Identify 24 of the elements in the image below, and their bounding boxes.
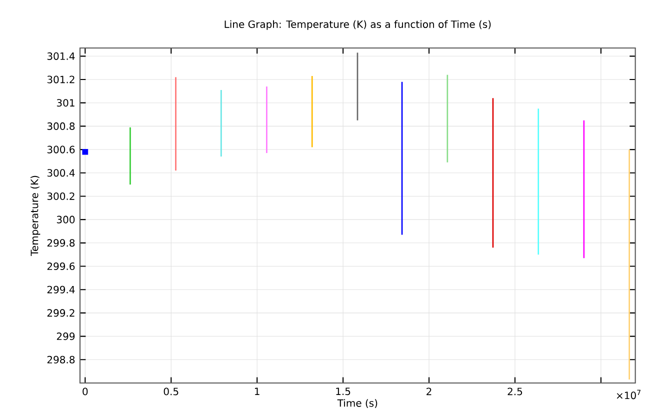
x-tick-label: 2.5 (508, 388, 522, 396)
y-tick-label: 300.8 (47, 122, 75, 130)
y-tick-label: 300 (56, 216, 75, 224)
y-tick-label: 300.4 (47, 169, 75, 177)
y-tick-label: 301.2 (47, 76, 74, 84)
y-tick-label: 300.6 (47, 146, 75, 154)
y-tick-label: 299 (56, 332, 75, 340)
y-tick-label: 301 (56, 99, 74, 107)
text: ×10$^{7}$ (616, 390, 640, 400)
x-tick-label: 0.5 (164, 388, 178, 396)
x-tick-label: 2 (426, 388, 432, 396)
y-tick-label: 299.2 (47, 309, 74, 317)
chart-title: Line Graph: Temperature (K) as a function of Time (s) (224, 20, 491, 30)
y-tick-label: 299.8 (47, 239, 75, 247)
x-axis-title: Time (s) (337, 399, 378, 408)
x-tick-label: 0 (82, 388, 88, 396)
x-tick-label: 1 (255, 388, 260, 395)
y-tick-label: 298.8 (47, 356, 75, 364)
x-tick-label: 1.5 (336, 388, 350, 396)
y-tick-label: 300.2 (47, 192, 74, 200)
y-tick-label: 299.6 (47, 262, 75, 270)
y-tick-label: 299.4 (47, 286, 75, 294)
y-tick-label: 301.4 (47, 52, 75, 60)
y-axis-title: Temperature (K) (30, 176, 40, 256)
